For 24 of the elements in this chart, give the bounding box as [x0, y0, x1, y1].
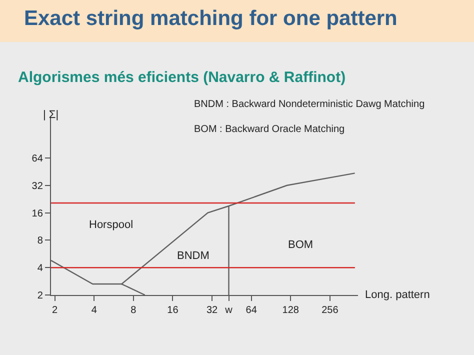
- y-tick-label: 8: [37, 236, 44, 247]
- x-tick-label: 256: [322, 305, 339, 316]
- x-tick-label: 64: [246, 305, 258, 316]
- y-tick-label: 32: [32, 180, 44, 192]
- annotation: BOM: [288, 239, 314, 251]
- y-tick-label: 2: [37, 290, 44, 302]
- y-tick-label: 4: [37, 263, 44, 274]
- annotation: BNDM: [177, 250, 210, 262]
- text: BNDM : Backward Nondeterministic Dawg Matching: [194, 99, 425, 110]
- annotation: Horspool: [89, 219, 134, 231]
- x-tick-label: w: [224, 305, 234, 316]
- chart-title: Exact string matching for one pattern: [24, 7, 398, 30]
- x-tick-label: 4: [91, 305, 98, 316]
- x-tick-label: 8: [130, 305, 137, 316]
- annotation: BOM : Backward Oracle Matching: [194, 124, 345, 135]
- x-tick-label: 128: [282, 305, 300, 316]
- chart-subtitle: Algorismes més eficients (Navarro & Raffinot): [18, 69, 346, 86]
- x-tick-label: 32: [206, 305, 218, 316]
- x-axis-title: Long. pattern: [365, 289, 430, 301]
- y-axis-title: | Σ|: [43, 109, 59, 121]
- x-tick-label: 2: [52, 305, 58, 316]
- y-tick-label: 64: [32, 153, 44, 164]
- x-tick-label: 16: [167, 305, 179, 316]
- y-tick-label: 16: [32, 208, 44, 220]
